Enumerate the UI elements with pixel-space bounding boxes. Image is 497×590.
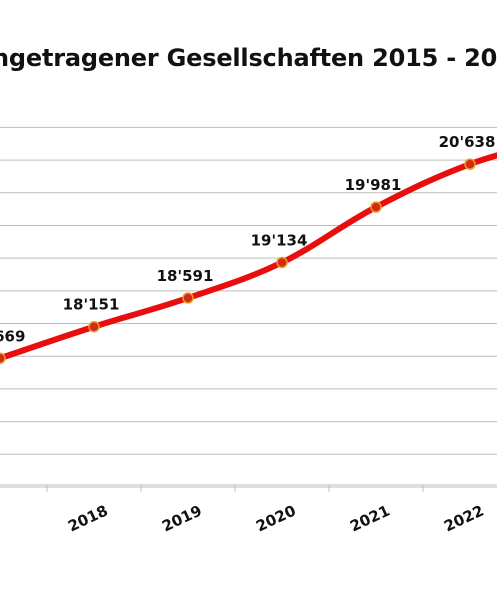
data-label: 19'134 bbox=[251, 231, 308, 249]
x-tick-label: 2019 bbox=[159, 501, 204, 535]
data-point bbox=[464, 158, 476, 170]
x-tick-label: 2020 bbox=[253, 501, 298, 535]
data-point bbox=[0, 352, 6, 365]
data-label: 18'151 bbox=[63, 296, 120, 314]
chart-title: ngetragener Gesellschaften 2015 - 2025 bbox=[0, 44, 497, 72]
x-tick-label: 2018 bbox=[65, 501, 110, 535]
data-point bbox=[370, 201, 382, 213]
data-label: 20'638 bbox=[439, 133, 496, 151]
data-label: 17'669 bbox=[0, 327, 25, 345]
data-label: 19'981 bbox=[345, 176, 402, 194]
x-tick-label: 2022 bbox=[441, 501, 486, 535]
x-tick-label: 2021 bbox=[347, 501, 392, 535]
data-point bbox=[276, 256, 288, 269]
series-line bbox=[0, 152, 497, 362]
data-label: 18'591 bbox=[157, 267, 214, 285]
data-point bbox=[182, 292, 194, 304]
data-point bbox=[88, 320, 100, 333]
